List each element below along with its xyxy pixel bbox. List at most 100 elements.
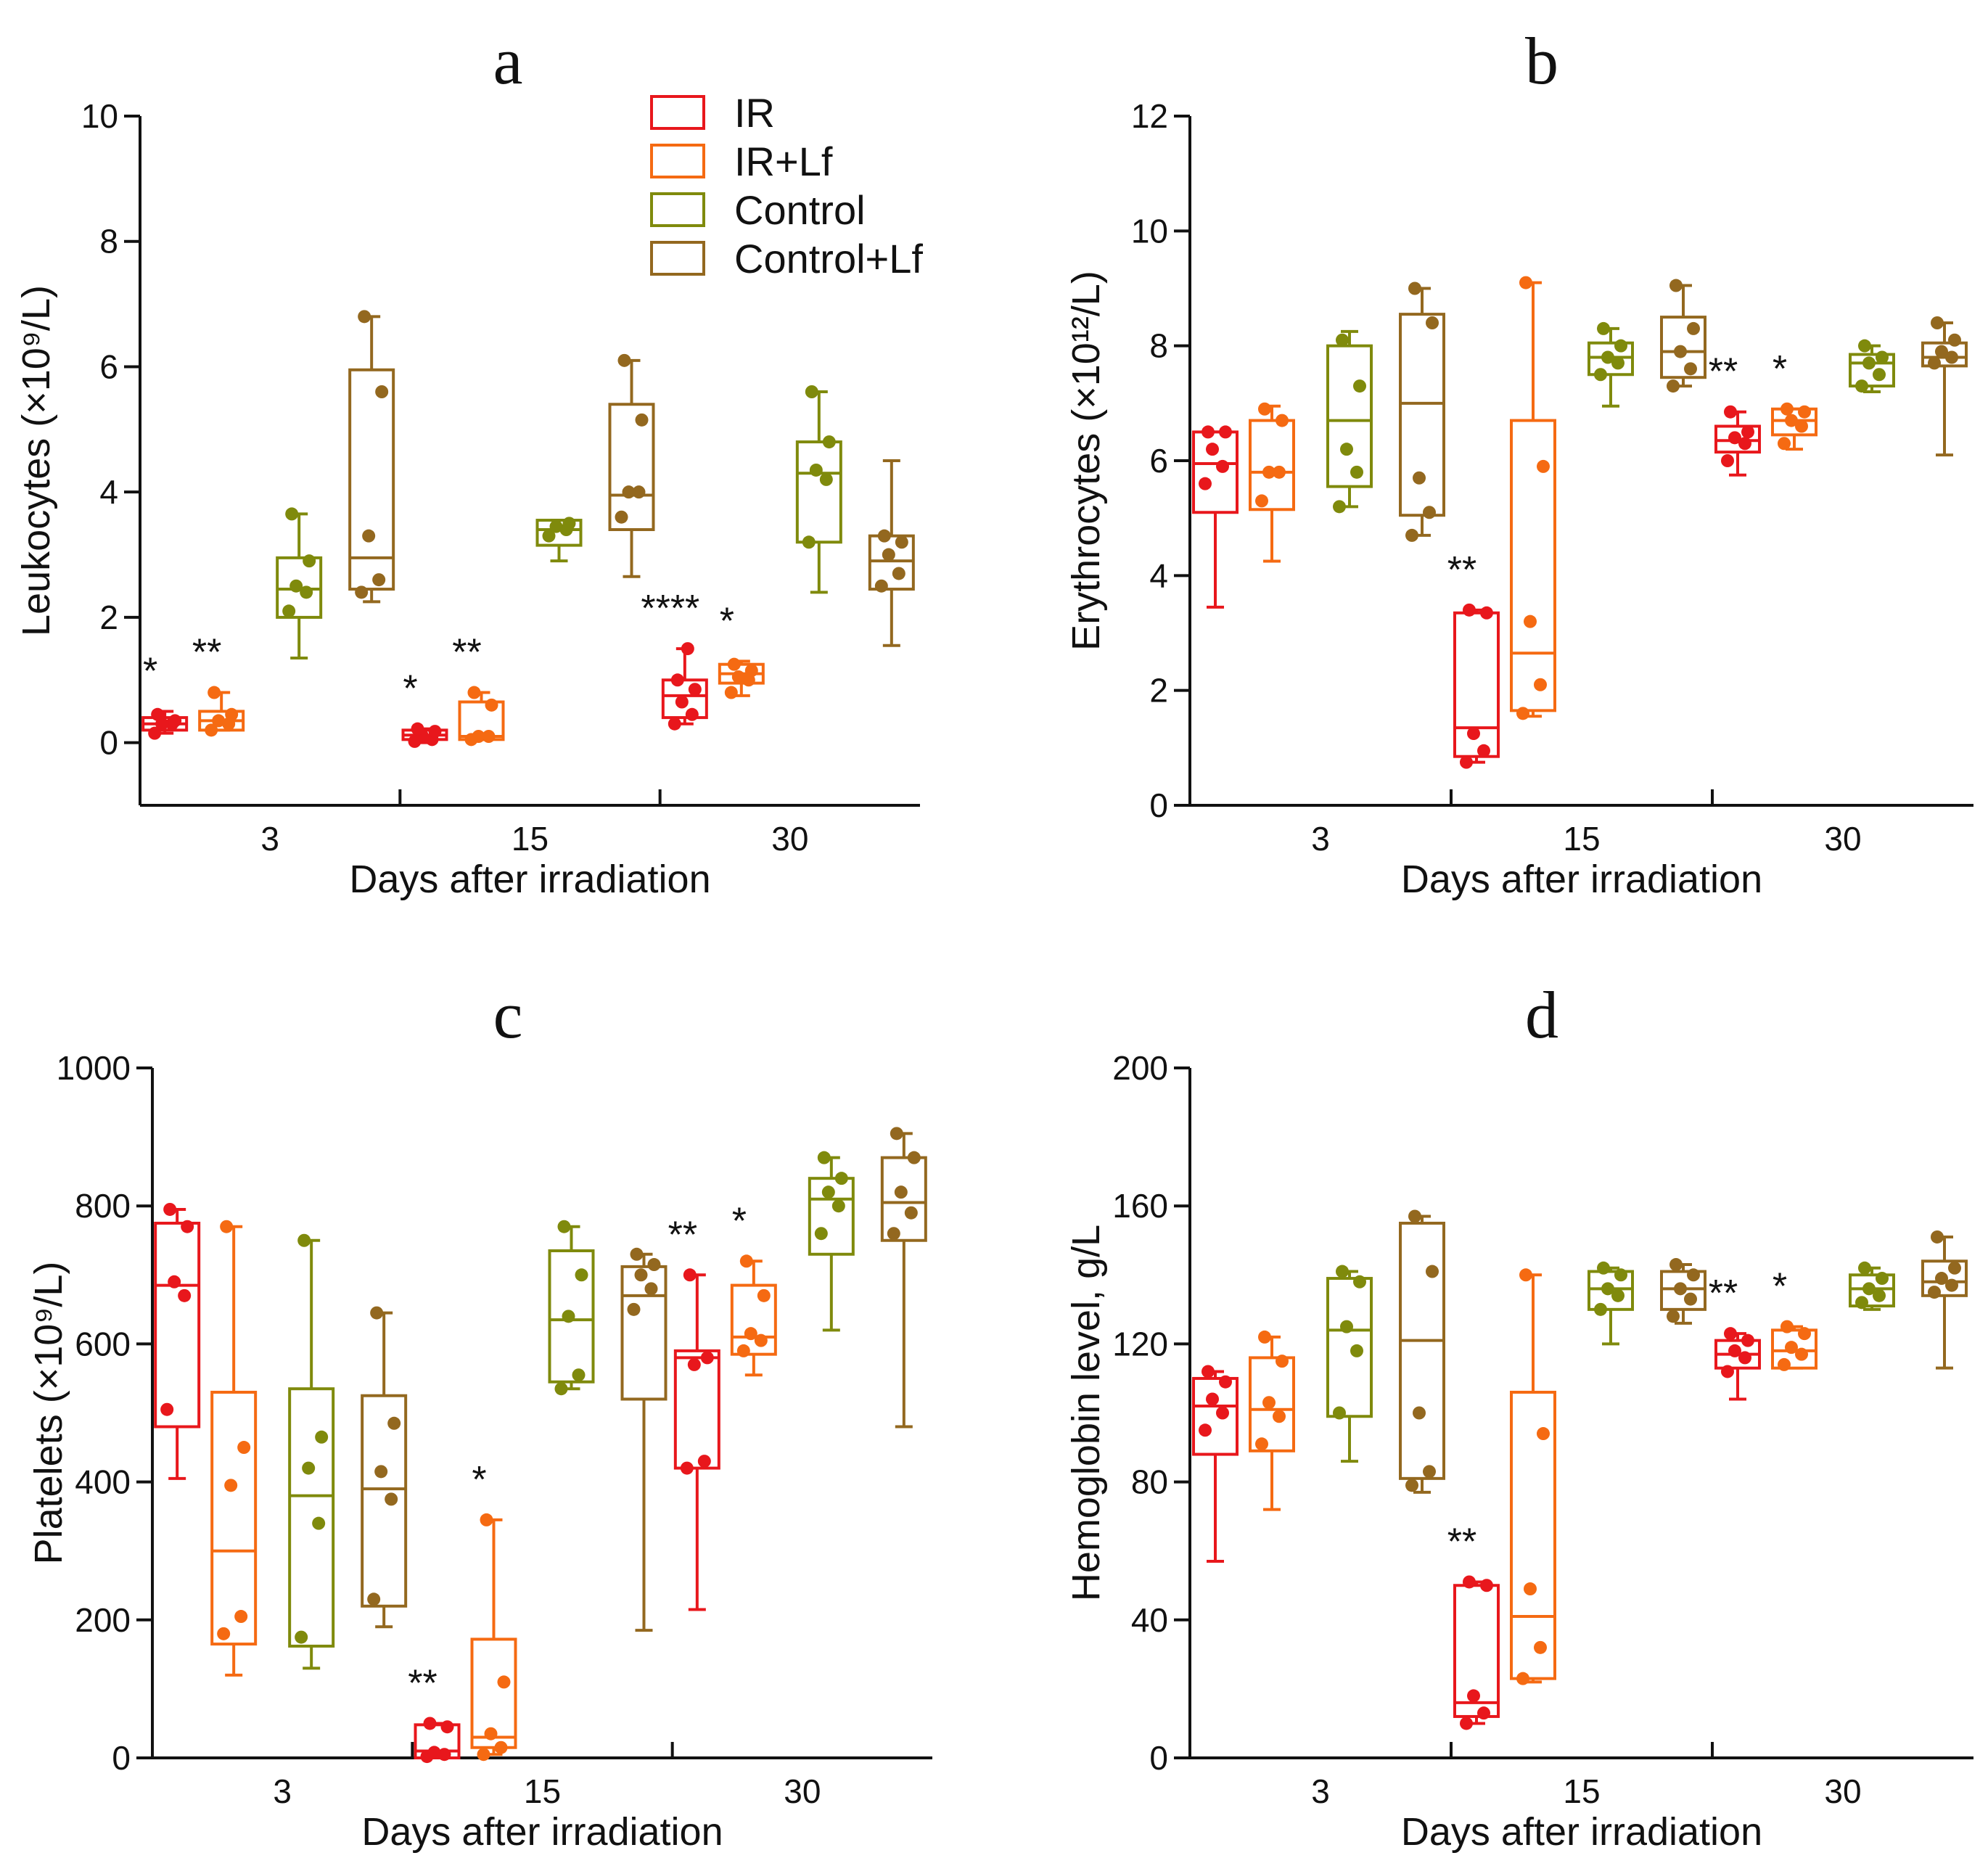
box-iqr <box>868 534 915 591</box>
box-plot <box>718 657 765 699</box>
box-iqr <box>620 1265 668 1401</box>
data-point <box>160 1402 174 1416</box>
data-point <box>237 1441 251 1455</box>
box-plot <box>401 722 448 748</box>
data-point <box>1862 356 1876 370</box>
data-point <box>1601 350 1614 364</box>
x-tick-label: 30 <box>784 1772 821 1810</box>
box-plot <box>1192 1365 1239 1563</box>
data-point <box>1935 1272 1948 1286</box>
data-point <box>315 1430 329 1444</box>
data-point <box>1721 454 1734 467</box>
data-point <box>1597 321 1610 335</box>
box-plot <box>1326 1265 1373 1463</box>
data-point <box>739 1254 753 1268</box>
data-point <box>700 1351 714 1365</box>
data-point <box>1728 1344 1741 1357</box>
data-point <box>1216 459 1229 473</box>
data-point <box>1858 1261 1871 1275</box>
data-point <box>1724 1327 1737 1341</box>
y-tick-label: 12 <box>1131 97 1168 135</box>
y-tick-label: 400 <box>75 1463 131 1501</box>
data-point <box>1262 465 1276 479</box>
data-point <box>904 1206 918 1220</box>
data-point <box>1273 1410 1286 1423</box>
x-tick-label: 30 <box>1824 1772 1861 1810</box>
legend-label: Control <box>734 187 866 233</box>
data-point <box>1778 437 1791 451</box>
data-point <box>1862 1282 1876 1296</box>
box-iqr <box>1510 1390 1556 1680</box>
data-point <box>225 707 239 721</box>
box-plot <box>880 1127 927 1429</box>
panel-letter: c <box>493 978 523 1052</box>
data-point <box>627 1302 641 1316</box>
panel-a-leukocytes: a 0 2 4 6 8 10 3 15 30 Days after irradiation Leuko… <box>15 24 920 901</box>
data-point <box>617 353 631 367</box>
data-point <box>1931 316 1944 329</box>
significance-marker: * <box>472 1459 486 1501</box>
y-tick-label: 0 <box>99 724 118 762</box>
data-point <box>1333 500 1346 514</box>
legend-swatch <box>650 144 705 178</box>
data-point <box>181 1220 194 1233</box>
data-point <box>494 1740 508 1754</box>
data-point <box>731 670 745 683</box>
data-point <box>497 1675 511 1689</box>
legend-label: IR+Lf <box>734 139 833 184</box>
data-point <box>1423 506 1436 519</box>
data-point <box>1477 1706 1490 1720</box>
data-point <box>1935 345 1948 358</box>
box-plot <box>1249 402 1295 563</box>
data-point <box>1516 707 1529 720</box>
x-tick-label: 15 <box>1563 820 1600 858</box>
data-point <box>1798 405 1811 419</box>
data-point <box>385 1492 398 1506</box>
box-iqr <box>1326 1277 1373 1418</box>
box-plot <box>1849 339 1895 393</box>
data-point <box>895 535 908 549</box>
data-point <box>1534 1640 1547 1654</box>
box-iqr <box>880 1156 927 1242</box>
y-tick-label: 2 <box>99 599 118 636</box>
box-plot <box>361 1306 408 1629</box>
data-point <box>427 1746 441 1759</box>
box-plot <box>730 1254 777 1377</box>
data-point <box>285 507 299 521</box>
box-iqr <box>361 1394 408 1608</box>
data-point <box>1336 1265 1349 1278</box>
data-point <box>151 707 165 721</box>
significance-marker: * <box>1773 1266 1787 1308</box>
box-plot <box>1249 1330 1295 1511</box>
box-plot <box>620 1247 668 1632</box>
x-tick-label: 15 <box>524 1772 561 1810</box>
data-point <box>680 1461 694 1475</box>
data-point <box>819 472 833 486</box>
box-plot <box>1714 405 1761 477</box>
data-point <box>428 725 442 739</box>
data-point <box>1597 1261 1610 1275</box>
data-point <box>1785 414 1798 427</box>
significance-marker: * <box>143 650 157 692</box>
significance-marker: * <box>720 600 734 642</box>
box-iqr <box>1192 1376 1239 1456</box>
y-tick-label: 600 <box>75 1325 131 1362</box>
data-point <box>1876 1272 1889 1286</box>
data-point <box>557 1220 571 1233</box>
y-tick-label: 8 <box>99 223 118 260</box>
y-tick-label: 0 <box>1149 786 1168 824</box>
data-point <box>375 385 389 398</box>
data-point <box>1516 1672 1529 1685</box>
data-point <box>1460 1717 1473 1730</box>
data-point <box>1255 494 1268 508</box>
y-axis-title: Platelets (×10⁹/L) <box>27 1262 70 1565</box>
y-tick-label: 1000 <box>57 1049 131 1087</box>
data-point <box>622 485 636 499</box>
box-iqr <box>348 368 395 591</box>
significance-marker: * <box>1773 348 1787 390</box>
data-point <box>1405 1479 1418 1492</box>
data-point <box>1262 1396 1276 1410</box>
data-point <box>1674 345 1687 358</box>
box-plot <box>1192 425 1239 609</box>
box-iqr <box>1399 313 1445 517</box>
